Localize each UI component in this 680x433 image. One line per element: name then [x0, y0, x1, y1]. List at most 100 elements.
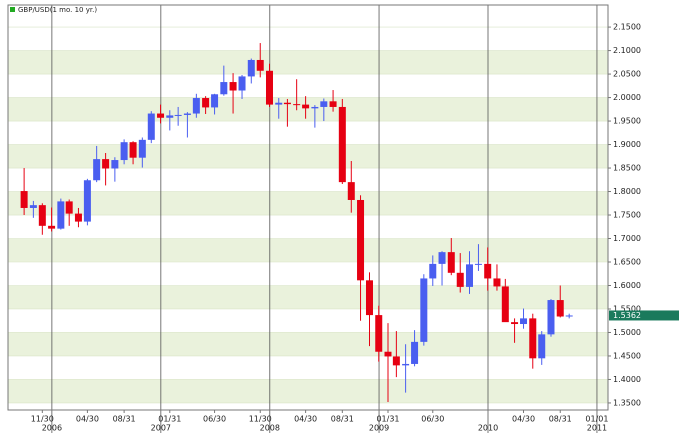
grid-band — [8, 332, 608, 356]
candle-body — [520, 318, 528, 325]
candle-body — [293, 104, 301, 106]
candle-body — [438, 252, 446, 264]
candle-body — [320, 101, 328, 107]
grid-band — [8, 97, 608, 122]
x-tick-label: 04/30 — [294, 415, 317, 424]
candle-body — [302, 104, 310, 109]
candle-body — [402, 363, 410, 366]
candle-body — [447, 252, 455, 273]
grid-band — [8, 191, 608, 216]
x-tick-label: 11/30 — [31, 415, 54, 424]
chart-title: GBP/USD(1 mo. 10 yr.) — [18, 6, 97, 14]
y-tick-label: 1.6500 — [613, 258, 641, 267]
candle-body — [29, 205, 37, 208]
x-tick-label: 11/30 — [249, 415, 272, 424]
x-tick-label: 01/31 — [376, 415, 399, 424]
candle-body — [220, 82, 228, 95]
y-tick-label: 1.9500 — [613, 117, 641, 126]
grid-band — [8, 50, 608, 75]
candle-body — [174, 114, 182, 116]
candle-body — [329, 101, 337, 107]
candle-body — [265, 70, 273, 105]
plot-border — [7, 4, 609, 411]
grid-band — [8, 285, 608, 309]
candle-body — [347, 182, 355, 200]
candle-body — [138, 139, 146, 158]
year-label: 2007 — [151, 424, 171, 433]
y-tick-label: 1.5500 — [613, 304, 641, 313]
candle-body — [93, 159, 101, 181]
y-tick-label: 2.1000 — [613, 46, 641, 55]
candle-body — [120, 142, 128, 161]
candle-body — [102, 159, 110, 169]
x-tick-label: 08/31 — [331, 415, 354, 424]
x-tick-label: 01/01 — [585, 415, 608, 424]
candle-body — [384, 351, 392, 357]
y-tick-label: 1.8000 — [613, 187, 641, 196]
candle-body — [38, 205, 46, 226]
year-label: 2011 — [587, 424, 607, 433]
candle-body — [147, 113, 155, 140]
candle-body — [157, 113, 165, 118]
y-tick-label: 1.6000 — [613, 281, 641, 290]
y-tick-label: 1.4000 — [613, 375, 641, 384]
grid-band — [8, 379, 608, 403]
candle-body — [311, 106, 319, 109]
candle-body — [501, 286, 509, 323]
x-tick-label: 08/31 — [549, 415, 572, 424]
candle-body — [456, 272, 464, 287]
candle-body — [556, 300, 564, 317]
year-label: 2010 — [478, 424, 498, 433]
y-tick-label: 1.5000 — [613, 328, 641, 337]
candle-body — [375, 315, 383, 352]
candle-body — [529, 318, 537, 359]
y-tick-label: 1.7000 — [613, 234, 641, 243]
candle-body — [183, 113, 191, 115]
candle-body — [357, 199, 365, 281]
candle-body — [111, 160, 119, 169]
candle-body — [465, 264, 473, 287]
x-tick-label: 08/31 — [113, 415, 136, 424]
last-value-box — [609, 310, 679, 321]
candle-body — [283, 102, 291, 105]
last-value-label: 1.5362 — [613, 311, 641, 320]
candle-body — [256, 59, 264, 71]
candle-body — [48, 225, 56, 229]
y-tick-label: 1.9000 — [613, 140, 641, 149]
candle-body — [365, 280, 373, 316]
year-label: 2006 — [42, 424, 62, 433]
candle-body — [20, 191, 28, 208]
candle-body — [83, 180, 91, 222]
candle-body — [129, 142, 137, 158]
candle-body — [538, 334, 546, 359]
x-tick-label: 04/30 — [512, 415, 535, 424]
candle-body — [420, 278, 428, 342]
candle-body — [547, 300, 555, 335]
y-tick-label: 1.8500 — [613, 164, 641, 173]
plot-area — [8, 5, 608, 433]
candle-body — [511, 322, 519, 325]
candle-body — [211, 94, 219, 108]
x-tick-label: 06/30 — [421, 415, 444, 424]
year-label: 2009 — [369, 424, 389, 433]
candle-body — [247, 59, 255, 77]
y-tick-label: 2.1500 — [613, 23, 641, 32]
candle-body — [565, 315, 573, 317]
candle-body — [275, 102, 283, 105]
candle-body — [57, 201, 65, 229]
candle-body — [65, 201, 73, 214]
candle-body — [392, 356, 400, 366]
candle-body — [484, 263, 492, 279]
y-tick-label: 1.3500 — [613, 398, 641, 407]
candle-body — [166, 115, 174, 118]
y-tick-label: 2.0500 — [613, 70, 641, 79]
x-tick-label: 01/31 — [158, 415, 181, 424]
y-tick-label: 1.7500 — [613, 211, 641, 220]
y-tick-label: 2.0000 — [613, 93, 641, 102]
x-tick-label: 06/30 — [203, 415, 226, 424]
candle-body — [429, 263, 437, 279]
candle-body — [493, 278, 501, 287]
year-label: 2008 — [260, 424, 280, 433]
candle-body — [192, 98, 200, 114]
